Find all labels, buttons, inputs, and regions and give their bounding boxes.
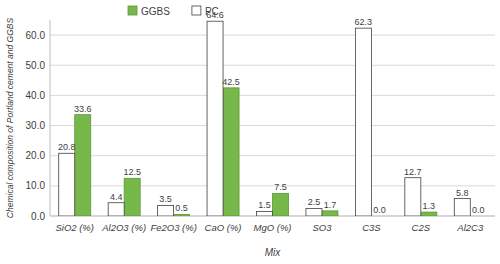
data-label: 4.4 bbox=[110, 192, 123, 202]
legend-label: PC bbox=[205, 6, 219, 17]
data-label: 1.7 bbox=[324, 200, 337, 210]
y-tick-label: 40.0 bbox=[26, 90, 46, 101]
bar bbox=[306, 208, 322, 216]
bar bbox=[124, 178, 140, 216]
bar bbox=[421, 212, 437, 216]
data-label: 1.3 bbox=[423, 201, 436, 211]
data-label: 20.8 bbox=[58, 142, 76, 152]
bar bbox=[257, 211, 273, 216]
data-label: 3.5 bbox=[159, 194, 172, 204]
data-label: 0.0 bbox=[373, 205, 386, 215]
data-label: 62.3 bbox=[355, 17, 373, 27]
bar bbox=[108, 203, 124, 216]
bar bbox=[322, 211, 338, 216]
data-label: 5.8 bbox=[456, 188, 469, 198]
data-label: 0.0 bbox=[472, 205, 485, 215]
y-tick-label: 50.0 bbox=[26, 60, 46, 71]
bar bbox=[273, 193, 289, 216]
legend-swatch bbox=[192, 6, 201, 15]
bar bbox=[454, 199, 470, 216]
y-tick-label: 30.0 bbox=[26, 120, 46, 131]
data-label: 0.5 bbox=[175, 203, 188, 213]
bar bbox=[355, 28, 371, 216]
bar bbox=[59, 153, 75, 216]
legend-swatch bbox=[128, 6, 137, 15]
data-label: 33.6 bbox=[74, 104, 92, 114]
x-tick-label: SO3 bbox=[312, 222, 332, 233]
grid-line bbox=[50, 125, 495, 126]
bar bbox=[223, 88, 239, 216]
data-label: 12.5 bbox=[123, 167, 141, 177]
grid-line bbox=[50, 185, 495, 186]
chart: 0.0 10.0 20.0 30.0 40.0 50.0 60.0 SiO2 (%) 33.6 2… bbox=[0, 0, 500, 264]
grid-line bbox=[50, 95, 495, 96]
y-tick-label: 0.0 bbox=[31, 211, 45, 222]
bar bbox=[470, 216, 486, 217]
bar bbox=[207, 21, 223, 216]
y-tick-label: 60.0 bbox=[26, 30, 46, 41]
bar bbox=[75, 115, 91, 216]
data-label: 1.5 bbox=[258, 200, 271, 210]
grid-line bbox=[50, 35, 495, 36]
data-label: 7.5 bbox=[274, 182, 287, 192]
y-axis-title: Chemical composition of Portland cement … bbox=[5, 18, 15, 219]
bars bbox=[59, 21, 471, 216]
x-tick-label: C2S bbox=[412, 222, 431, 233]
x-tick-label: Al2O3 (%) bbox=[101, 222, 146, 233]
x-tick-label: CaO (%) bbox=[205, 222, 242, 233]
x-tick-label: SiO2 (%) bbox=[55, 222, 94, 233]
data-label: 42.5 bbox=[222, 77, 240, 87]
y-tick-label: 20.0 bbox=[26, 150, 46, 161]
y-tick-label: 10.0 bbox=[26, 180, 46, 191]
grid-line bbox=[50, 155, 495, 156]
bar bbox=[158, 205, 174, 216]
bar bbox=[405, 178, 421, 216]
x-axis-title: Mix bbox=[265, 247, 282, 258]
x-tick-label: MgO (%) bbox=[254, 222, 292, 233]
x-tick-label: C3S bbox=[362, 222, 381, 233]
data-label: 12.7 bbox=[404, 167, 422, 177]
data-label: 2.5 bbox=[308, 197, 321, 207]
grid-line bbox=[50, 65, 495, 66]
legend-label: GGBS bbox=[141, 6, 170, 17]
bar bbox=[371, 216, 387, 217]
x-tick-label: Fe2O3 (%) bbox=[150, 222, 196, 233]
y-axis-line bbox=[50, 20, 51, 216]
x-tick-label: Al2C3 bbox=[456, 222, 484, 233]
bar bbox=[174, 214, 190, 216]
